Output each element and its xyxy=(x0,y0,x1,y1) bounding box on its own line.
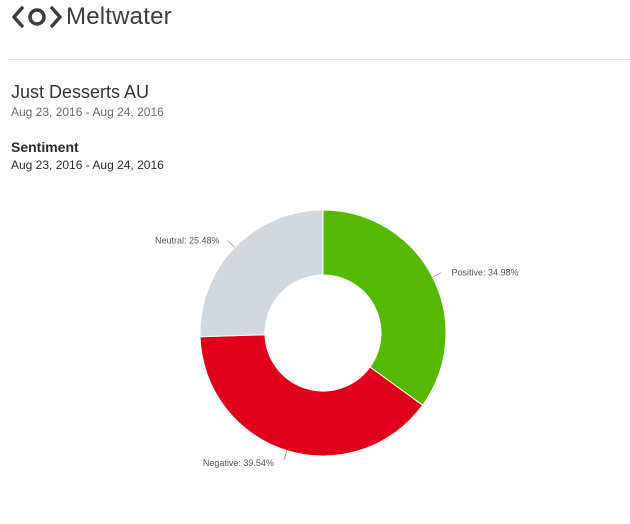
header-divider xyxy=(8,59,630,60)
slice-positive[interactable] xyxy=(322,209,447,406)
slice-label-neutral: Neutral: 25.48% xyxy=(155,235,220,245)
slice-label-positive: Positive: 34.98% xyxy=(451,268,518,278)
report-date-range: Aug 23, 2016 - Aug 24, 2016 xyxy=(11,105,164,119)
label-connector-positive xyxy=(432,272,442,278)
label-connector-negative xyxy=(283,450,288,461)
label-connector-neutral xyxy=(227,240,236,248)
meltwater-logo: Meltwater xyxy=(12,2,172,32)
report-title: Just Desserts AU xyxy=(11,82,150,102)
slice-label-negative: Negative: 39.54% xyxy=(203,458,274,468)
slice-neutral[interactable] xyxy=(199,209,324,338)
brand-name: Meltwater xyxy=(66,3,172,30)
meltwater-logo-icon xyxy=(12,6,62,28)
slice-negative[interactable] xyxy=(199,334,424,457)
section-title: Sentiment xyxy=(11,139,79,155)
section-date-range: Aug 23, 2016 - Aug 24, 2016 xyxy=(11,158,164,172)
